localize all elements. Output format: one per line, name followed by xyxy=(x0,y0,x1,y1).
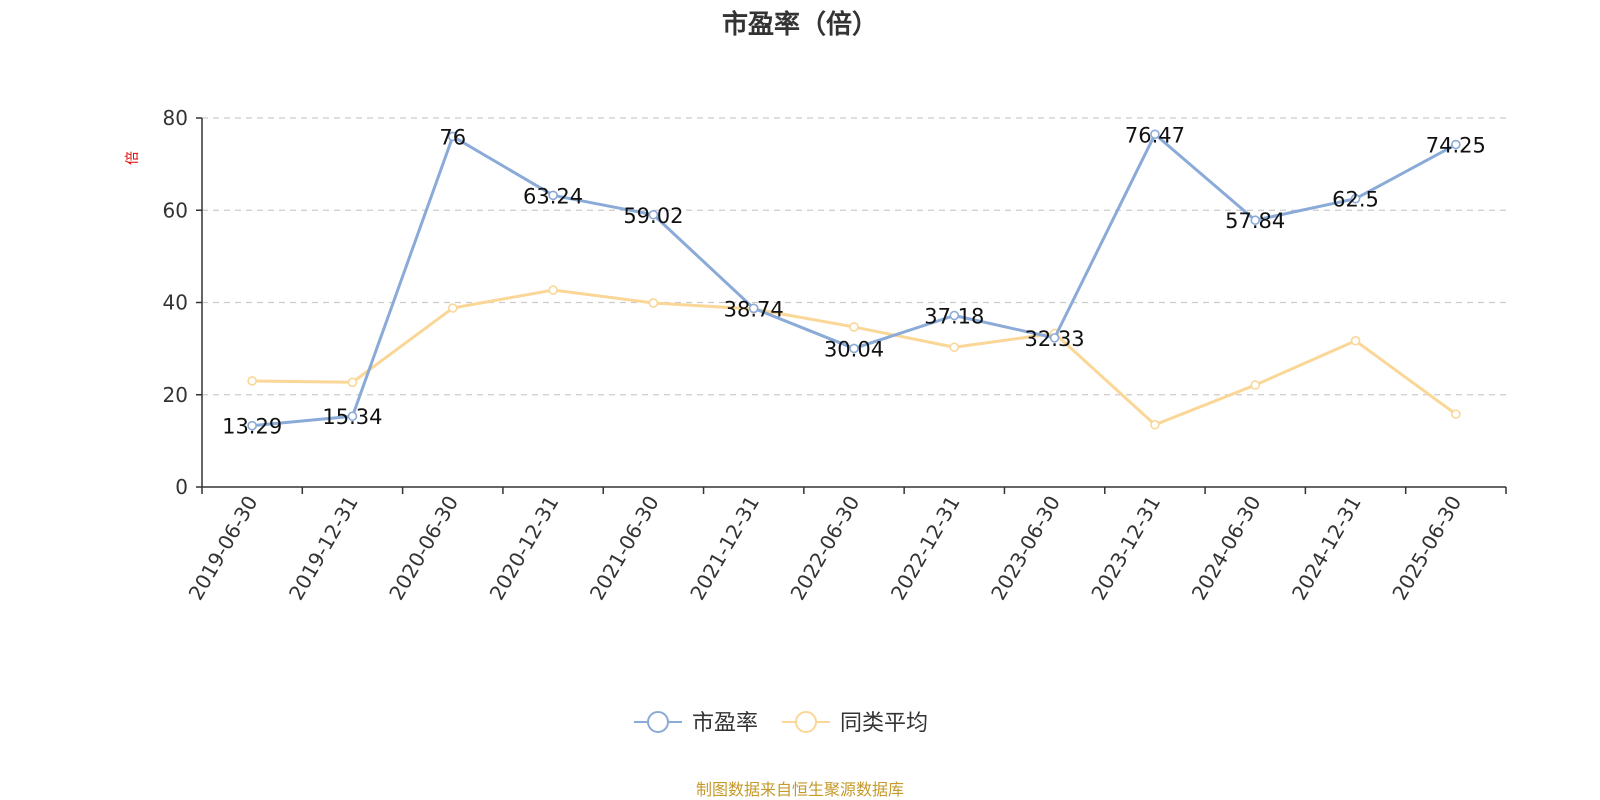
gridlines xyxy=(202,117,1506,396)
data-label: 15.34 xyxy=(322,405,382,429)
x-tick-label: 2022-06-30 xyxy=(785,492,864,605)
x-tick-label: 2020-06-30 xyxy=(384,492,463,605)
x-tick-label: 2023-12-31 xyxy=(1086,492,1165,605)
chart-title: 市盈率（倍） xyxy=(721,10,878,40)
data-point[interactable] xyxy=(849,322,859,332)
data-point[interactable] xyxy=(247,376,257,386)
data-point[interactable] xyxy=(1250,380,1261,390)
y-tick-label: 60 xyxy=(163,198,188,222)
legend-marker-icon xyxy=(795,711,817,733)
data-label: 38.74 xyxy=(724,297,784,321)
x-tick-label: 2020-12-31 xyxy=(485,492,564,605)
series-line xyxy=(252,132,1457,428)
legend-label: 市盈率 xyxy=(692,711,758,736)
data-point[interactable] xyxy=(247,420,257,431)
data-label: 62.5 xyxy=(1332,188,1379,212)
x-tick-label: 2019-06-30 xyxy=(184,492,263,605)
data-label: 57.84 xyxy=(1225,209,1285,233)
y-tick-label: 40 xyxy=(163,291,188,315)
data-label: 37.18 xyxy=(924,305,984,329)
data-label: 76 xyxy=(439,125,466,149)
x-tick-label: 2024-06-30 xyxy=(1187,492,1266,605)
data-point[interactable] xyxy=(347,411,358,422)
data-label: 13.29 xyxy=(222,415,282,439)
data-point[interactable] xyxy=(849,343,859,354)
data-point[interactable] xyxy=(648,298,659,308)
legend-item[interactable]: 市盈率 xyxy=(634,711,758,736)
data-point[interactable] xyxy=(1150,129,1160,140)
data-labels: 13.29 15.34 76 63.24 59.02 38.74 30.04 37.18 32.… xyxy=(222,123,1486,438)
data-point[interactable] xyxy=(548,190,558,201)
axes: 0 20 40 60 80 倍 2019-06-30 2019-12-31 2020-06-30… xyxy=(125,106,1507,605)
data-point[interactable] xyxy=(1350,335,1361,346)
data-point[interactable] xyxy=(949,310,960,321)
data-point[interactable] xyxy=(1451,409,1461,419)
x-tick-label: 2022-12-31 xyxy=(886,492,965,605)
x-tick-label: 2021-06-30 xyxy=(585,492,664,605)
data-point[interactable] xyxy=(648,209,659,220)
data-label: 74.25 xyxy=(1426,134,1486,158)
legend[interactable]: 市盈率 同类平均 xyxy=(634,711,928,736)
data-label: 63.24 xyxy=(523,184,583,208)
data-point[interactable] xyxy=(1451,139,1461,150)
data-point[interactable] xyxy=(748,303,759,314)
legend-label: 同类平均 xyxy=(840,711,928,736)
legend-item[interactable]: 同类平均 xyxy=(782,711,928,736)
data-source-credit: 制图数据来自恒生聚源数据库 xyxy=(695,780,904,799)
y-axis-unit-label: 倍 xyxy=(125,151,141,165)
data-point[interactable] xyxy=(1150,419,1160,430)
data-label: 30.04 xyxy=(824,337,884,361)
data-label: 76.47 xyxy=(1125,123,1185,147)
data-point[interactable] xyxy=(447,303,458,313)
data-label: 59.02 xyxy=(623,204,683,228)
data-point[interactable] xyxy=(1049,333,1060,343)
data-point[interactable] xyxy=(347,377,358,388)
data-point[interactable] xyxy=(1250,215,1261,226)
legend-marker-icon xyxy=(647,711,669,733)
data-label: 32.33 xyxy=(1025,327,1085,351)
x-tick-label: 2024-12-31 xyxy=(1287,492,1366,605)
data-point[interactable] xyxy=(1350,193,1361,204)
x-tick-label: 2021-12-31 xyxy=(685,492,764,605)
y-tick-label: 0 xyxy=(175,475,188,499)
series-lines xyxy=(247,129,1461,431)
y-tick-label: 20 xyxy=(163,383,188,407)
x-tick-label: 2019-12-31 xyxy=(284,492,363,605)
x-tick-label: 2025-06-30 xyxy=(1387,492,1466,605)
data-point[interactable] xyxy=(548,285,558,295)
data-point[interactable] xyxy=(447,131,458,142)
data-point[interactable] xyxy=(949,342,960,353)
y-tick-label: 80 xyxy=(163,106,188,130)
x-tick-label: 2023-06-30 xyxy=(986,492,1065,605)
